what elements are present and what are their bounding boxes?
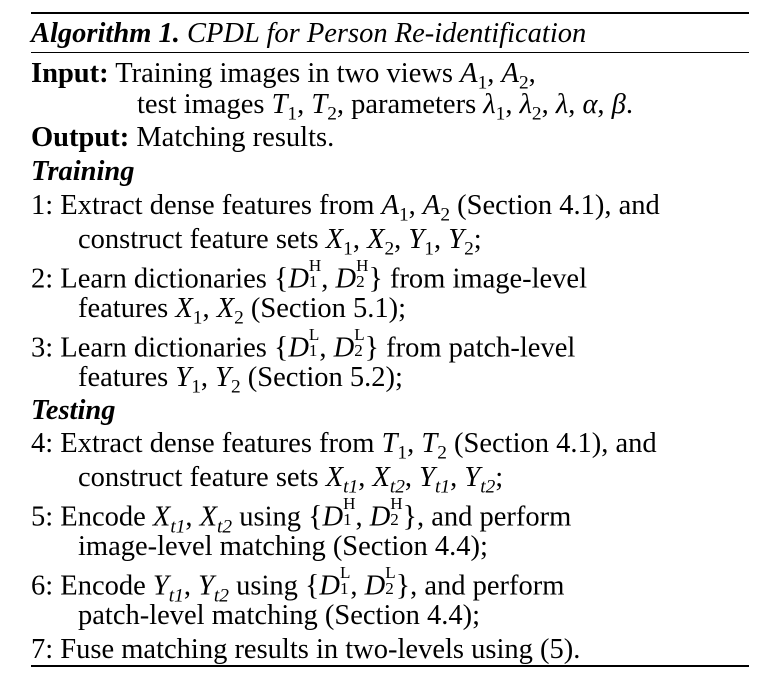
step-1-text-b: (Section 4.1), and <box>457 190 660 221</box>
caption-label: Algorithm 1. <box>31 18 180 49</box>
step-6-text-a: 6: Encode <box>31 570 146 602</box>
step-1-text-a: 1: Extract dense features from <box>31 190 375 221</box>
step-4-line-2: construct feature sets Xt1, Xt2, Yt1, Yt… <box>78 462 504 498</box>
step-1-line-1: 1: Extract dense features from A1, A2 (S… <box>31 190 660 226</box>
step-4-text-c: construct feature sets <box>78 462 319 493</box>
output-label: Output: <box>31 122 130 153</box>
step-2-text-b: from image-level <box>389 263 587 295</box>
step-2-text-d: (Section 5.1); <box>250 293 407 324</box>
top-rule <box>31 12 749 14</box>
caption-rule <box>31 52 749 53</box>
caption-title: CPDL for Person Re-identification <box>187 18 587 49</box>
step-5-line-1: 5: Encode Xt1, Xt2 using {D H 1, D H 2}, and… <box>31 494 572 538</box>
testing-heading: Testing <box>31 395 116 426</box>
input-text-1: Training images in two views <box>115 58 454 89</box>
step-5-text-b: using <box>239 501 301 533</box>
step-3-text-a: 3: Learn dictionaries <box>31 332 267 364</box>
step-3-text-d: (Section 5.2); <box>247 362 403 393</box>
step-6-line-2: patch-level matching (Section 4.4); <box>78 600 481 631</box>
input-text-2: test images <box>137 89 265 120</box>
output-text: Matching results. <box>136 122 335 153</box>
step-7-line: 7: Fuse matching results in two-levels u… <box>31 634 581 665</box>
step-1-text-c: construct feature sets <box>78 224 319 255</box>
step-5-text-a: 5: Encode <box>31 501 146 533</box>
step-2-line-2: features X1, X2 (Section 5.1); <box>78 293 407 329</box>
step-2-line-1: 2: Learn dictionaries {D H 1, D H 2} from im… <box>31 256 587 295</box>
step-4-text-a: 4: Extract dense features from <box>31 428 375 459</box>
step-5-text-c: , and perform <box>417 501 572 533</box>
step-6-line-1: 6: Encode Yt1, Yt2 using {D L 1, D L 2}, and… <box>31 563 565 607</box>
step-3-text-b: from patch-level <box>386 332 576 364</box>
step-2-text-c: features <box>78 293 169 324</box>
step-3-line-2: features Y1, Y2 (Section 5.2); <box>78 362 403 398</box>
step-3-line-1: 3: Learn dictionaries {D L 1, D L 2} from pa… <box>31 325 576 364</box>
step-5-line-2: image-level matching (Section 4.4); <box>78 531 488 562</box>
step-4-line-1: 4: Extract dense features from T1, T2 (S… <box>31 428 657 464</box>
step-4-text-b: (Section 4.1), and <box>454 428 657 459</box>
step-6-text-c: , and perform <box>410 570 565 602</box>
input-line-1: Input: Training images in two views A1, … <box>31 58 536 94</box>
input-line-2: test images T1, T2, parameters λ1, λ2, λ… <box>137 89 633 125</box>
algorithm-box: Algorithm 1. CPDL for Person Re-identifi… <box>31 0 749 687</box>
step-2-text-a: 2: Learn dictionaries <box>31 263 267 295</box>
training-heading: Training <box>31 156 135 187</box>
bottom-rule <box>31 665 749 667</box>
algorithm-caption: Algorithm 1. CPDL for Person Re-identifi… <box>31 17 586 51</box>
input-label: Input: <box>31 58 109 89</box>
step-1-line-2: construct feature sets X1, X2, Y1, Y2; <box>78 224 482 260</box>
step-6-text-b: using <box>236 570 298 602</box>
input-params: parameters <box>351 89 477 120</box>
output-line: Output: Matching results. <box>31 121 334 155</box>
step-3-text-c: features <box>78 362 169 393</box>
